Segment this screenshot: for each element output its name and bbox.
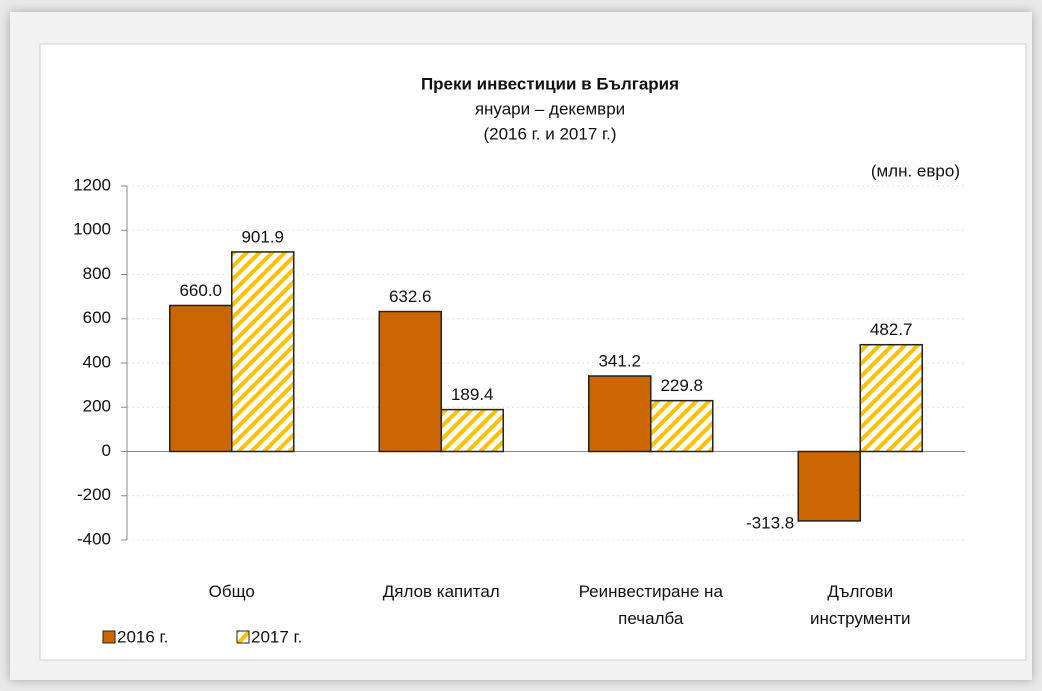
bar bbox=[169, 304, 233, 453]
bar bbox=[650, 399, 714, 453]
y-tick-label: 200 bbox=[83, 397, 111, 416]
bar bbox=[797, 450, 861, 522]
data-label: 341.2 bbox=[598, 351, 641, 370]
bar bbox=[440, 408, 504, 453]
y-tick-label: 600 bbox=[83, 308, 111, 327]
subtitle: (2016 г. и 2017 г.) bbox=[483, 124, 616, 143]
data-label: 632.6 bbox=[389, 287, 432, 306]
y-tick-label: -200 bbox=[77, 485, 111, 504]
data-label: -313.8 bbox=[746, 513, 794, 532]
y-tick-label: -400 bbox=[77, 529, 111, 548]
y-tick-label: 1200 bbox=[73, 175, 111, 194]
x-tick-label: Дългови инструменти bbox=[809, 582, 911, 628]
data-label: 482.7 bbox=[870, 320, 913, 339]
x-tick-label: Реинвестиране на печалба bbox=[578, 582, 723, 628]
bar bbox=[231, 251, 295, 453]
bar bbox=[859, 343, 923, 453]
x-label-box: Реинвестиране на печалба bbox=[578, 582, 723, 628]
legend-label: 2017 г. bbox=[251, 627, 302, 646]
legend-swatch bbox=[102, 630, 116, 644]
data-label: 660.0 bbox=[179, 281, 222, 300]
x-label-box: Дългови инструменти bbox=[809, 582, 911, 628]
x-label-box: Дялов капитал bbox=[382, 582, 500, 601]
data-label: 229.8 bbox=[660, 376, 703, 395]
x-tick-label: Общо bbox=[208, 582, 255, 601]
y-tick-label: 0 bbox=[102, 441, 111, 460]
legend-swatch bbox=[236, 630, 250, 644]
unit-label: (млн. евро) bbox=[871, 161, 960, 180]
subtitle: януари – декември bbox=[475, 99, 625, 118]
bar bbox=[588, 375, 652, 453]
y-tick-label: 400 bbox=[83, 352, 111, 371]
x-tick-label: Дялов капитал bbox=[382, 582, 500, 601]
y-tick-label: 1000 bbox=[73, 220, 111, 239]
legend-label: 2016 г. bbox=[117, 627, 168, 646]
y-tick-label: 800 bbox=[83, 264, 111, 283]
chart-title: Преки инвестиции в България bbox=[421, 74, 679, 93]
data-label: 901.9 bbox=[241, 227, 284, 246]
data-label: 189.4 bbox=[451, 385, 494, 404]
bar bbox=[378, 310, 442, 453]
x-label-box: Общо bbox=[208, 582, 255, 601]
